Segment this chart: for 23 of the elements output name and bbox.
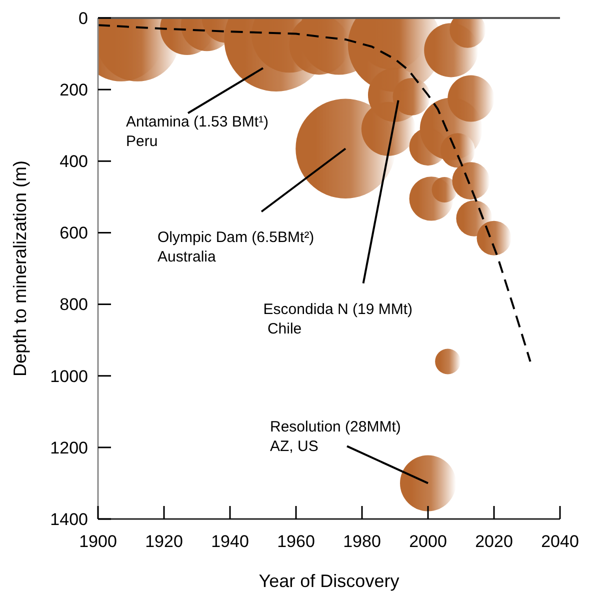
y-tick-label: 200 (60, 80, 88, 100)
annotation: Antamina (1.53 BMt¹) Peru (126, 114, 269, 150)
y-axis-title: Depth to mineralization (m) (10, 160, 30, 377)
y-tick-label: 1000 (50, 366, 88, 386)
annotation: Olympic Dam (6.5BMt²) Australia (158, 229, 314, 266)
y-tick-label: 400 (60, 152, 88, 172)
x-tick-label: 2040 (541, 532, 579, 551)
y-tick-label: 0 (78, 8, 88, 28)
annotation: Escondida N (19 MMt) Chile (263, 300, 413, 338)
x-tick-label: 2020 (475, 532, 513, 551)
line-series (98, 24, 532, 363)
x-tick-label: 1960 (277, 532, 315, 551)
x-tick-label: 1900 (79, 532, 117, 551)
x-axis-title: Year of Discovery (258, 571, 400, 591)
x-tick-label: 1920 (145, 532, 183, 551)
y-tick-label: 800 (60, 295, 88, 314)
y-tick-label: 1400 (50, 510, 88, 529)
x-tick-label: 1940 (211, 532, 249, 551)
annotation: Resolution (28MMt) AZ, US (270, 418, 401, 456)
y-tick-label: 600 (60, 224, 88, 243)
x-tick-label: 2000 (409, 532, 447, 551)
x-tick-label: 1980 (343, 532, 381, 551)
y-tick-label: 1200 (50, 438, 88, 458)
